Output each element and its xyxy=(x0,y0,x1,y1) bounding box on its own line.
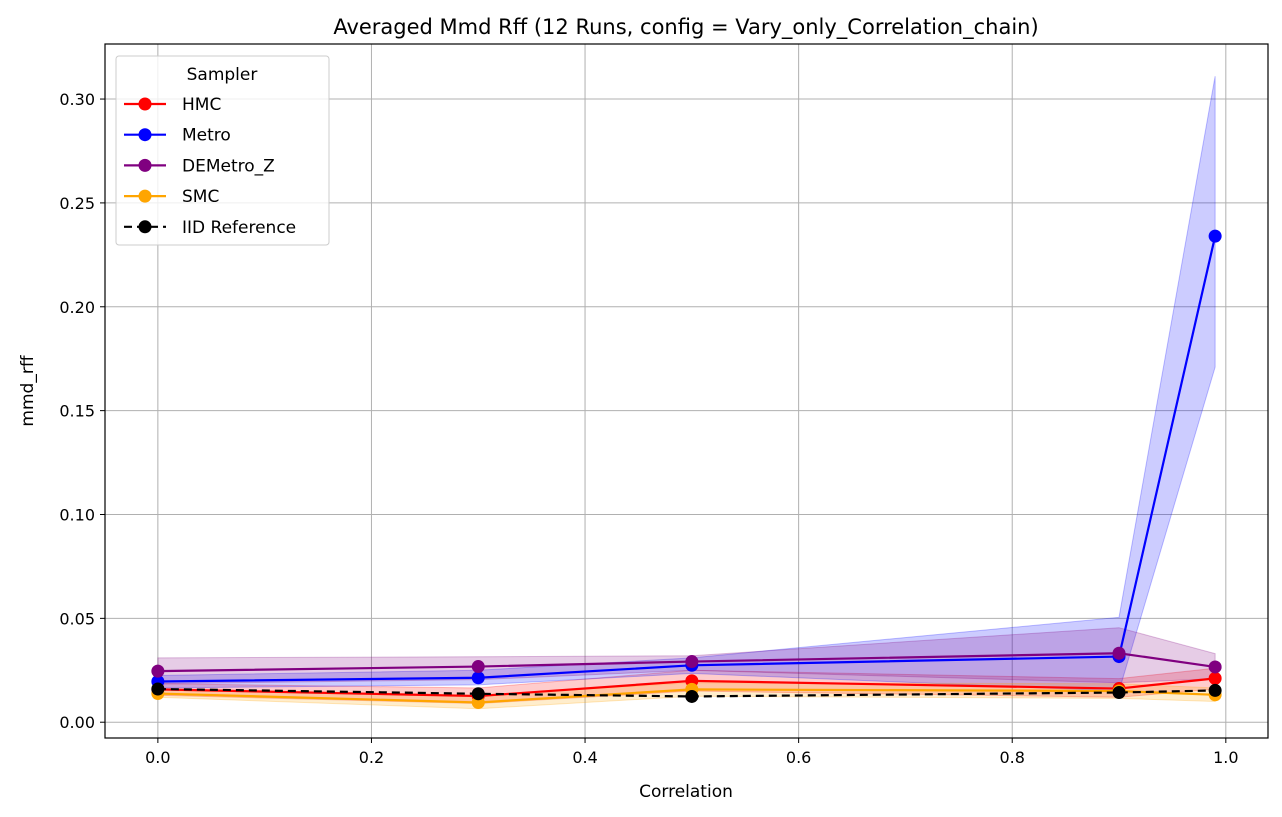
legend-metro-label: Metro xyxy=(182,126,231,146)
legend-demetro-z-marker xyxy=(138,158,152,172)
legend-hmc-label: HMC xyxy=(182,95,221,115)
legend-iid-reference-marker xyxy=(138,220,152,234)
x-axis-title: Correlation xyxy=(639,782,733,802)
demetro-z-point xyxy=(1112,646,1126,660)
demetro-z-point xyxy=(471,660,485,674)
demetro-z-point xyxy=(151,664,165,678)
legend-title: Sampler xyxy=(187,65,258,85)
legend-smc-marker xyxy=(138,189,152,203)
demetro-z-point xyxy=(685,655,699,669)
iid-reference-point xyxy=(1112,686,1126,700)
plot-frame xyxy=(104,43,1269,739)
y-tick-label: 0.25 xyxy=(59,194,95,213)
metro-point xyxy=(471,671,485,685)
x-tick-label: 0.4 xyxy=(572,748,597,767)
y-tick-label: 0.15 xyxy=(59,402,95,421)
y-axis-title: mmd_rff xyxy=(18,354,38,426)
grid xyxy=(105,44,1268,738)
y-tick-label: 0.20 xyxy=(59,298,95,317)
legend-metro-marker xyxy=(138,128,152,142)
legend-smc-label: SMC xyxy=(182,187,219,207)
iid-reference-point xyxy=(685,689,699,703)
y-tick-label: 0.05 xyxy=(59,609,95,628)
legend-frame xyxy=(115,55,330,246)
series-points xyxy=(151,229,1222,709)
y-tick-label: 0.30 xyxy=(59,90,95,109)
legend-entries: HMC Metro DEMetro_Z SMC IID Reference xyxy=(124,95,296,238)
metro-point xyxy=(1208,229,1222,243)
x-tick-label: 0.2 xyxy=(359,748,384,767)
iid-reference-point xyxy=(151,682,165,696)
legend-hmc-marker xyxy=(138,97,152,111)
x-tick-label: 1.0 xyxy=(1213,748,1238,767)
x-tick-label: 0.6 xyxy=(786,748,811,767)
x-tick-label: 0.0 xyxy=(145,748,170,767)
axis-ticks: 0.0 0.2 0.4 0.6 0.8 1.0 0.00 0.05 0.10 0.15 0.20 0.… xyxy=(59,90,1238,767)
y-tick-label: 0.10 xyxy=(59,505,95,524)
hmc-point xyxy=(1208,671,1222,685)
demetro-z-point xyxy=(1208,660,1222,674)
legend-demetro-z-label: DEMetro_Z xyxy=(182,156,275,176)
x-tick-label: 0.8 xyxy=(999,748,1024,767)
y-tick-label: 0.00 xyxy=(59,713,95,732)
legend-iid-reference-label: IID Reference xyxy=(182,218,296,238)
iid-reference-point xyxy=(471,687,485,701)
legend: Sampler HMC Metro DEMetro_Z SMC IID Referenc… xyxy=(115,55,330,246)
metro-band xyxy=(157,76,1216,692)
chart-title: Averaged Mmd Rff (12 Runs, config = Vary… xyxy=(333,15,1038,40)
iid-reference-point xyxy=(1208,683,1222,697)
